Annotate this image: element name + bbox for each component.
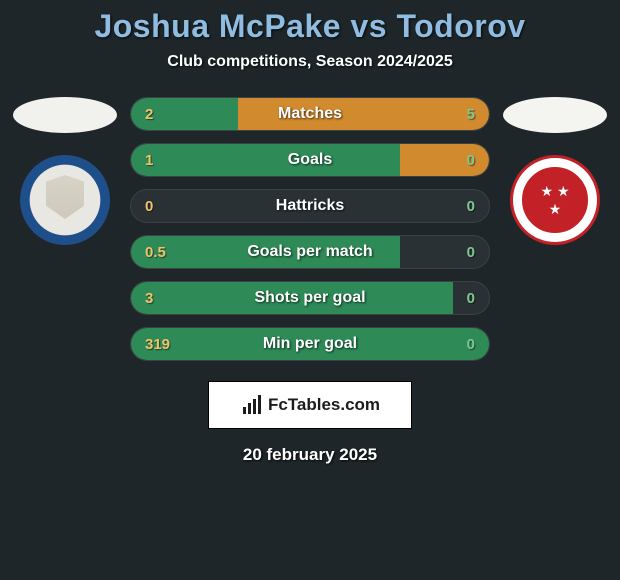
stat-label: Shots per goal: [254, 289, 365, 307]
stat-value-left: 1: [145, 152, 153, 169]
stat-value-right: 0: [467, 198, 475, 215]
stat-value-left: 3: [145, 290, 153, 307]
comparison-card: Joshua McPake vs Todorov Club competitio…: [0, 0, 620, 465]
stat-value-left: 0: [145, 198, 153, 215]
left-player-column: [10, 97, 120, 245]
right-player-column: [500, 97, 610, 245]
stat-value-right: 5: [467, 106, 475, 123]
stat-label: Goals per match: [247, 243, 372, 261]
stat-value-right: 0: [467, 152, 475, 169]
stat-label: Min per goal: [263, 335, 357, 353]
chart-icon: [240, 393, 264, 417]
stat-value-left: 319: [145, 336, 170, 353]
stat-row: 0.5 0 Goals per match: [130, 235, 490, 269]
club-crest-right: [510, 155, 600, 245]
stat-row: 1 0 Goals: [130, 143, 490, 177]
main-row: 2 5 Matches 1 0 Goals 0 0 Hattricks 0.5 0 Goals per…: [0, 97, 620, 361]
stat-label: Goals: [288, 151, 332, 169]
stat-bars: 2 5 Matches 1 0 Goals 0 0 Hattricks 0.5 0 Goals per…: [130, 97, 490, 361]
stat-row: 319 0 Min per goal: [130, 327, 490, 361]
stat-label: Matches: [278, 105, 342, 123]
page-title: Joshua McPake vs Todorov: [0, 8, 620, 45]
stat-label: Hattricks: [276, 197, 344, 215]
page-subtitle: Club competitions, Season 2024/2025: [0, 53, 620, 71]
stat-row: 3 0 Shots per goal: [130, 281, 490, 315]
bar-fill-left: [131, 144, 400, 176]
stat-row: 0 0 Hattricks: [130, 189, 490, 223]
stat-value-left: 0.5: [145, 244, 166, 261]
player-avatar-left: [13, 97, 117, 133]
attribution-box: FcTables.com: [208, 381, 412, 429]
bar-fill-right: [238, 98, 489, 130]
date-label: 20 february 2025: [0, 445, 620, 465]
stat-value-right: 0: [467, 244, 475, 261]
stat-value-right: 0: [467, 336, 475, 353]
attribution-label: FcTables.com: [268, 395, 380, 415]
stat-value-right: 0: [467, 290, 475, 307]
player-avatar-right: [503, 97, 607, 133]
stat-row: 2 5 Matches: [130, 97, 490, 131]
stat-value-left: 2: [145, 106, 153, 123]
bar-fill-right: [400, 144, 490, 176]
club-crest-left: [20, 155, 110, 245]
